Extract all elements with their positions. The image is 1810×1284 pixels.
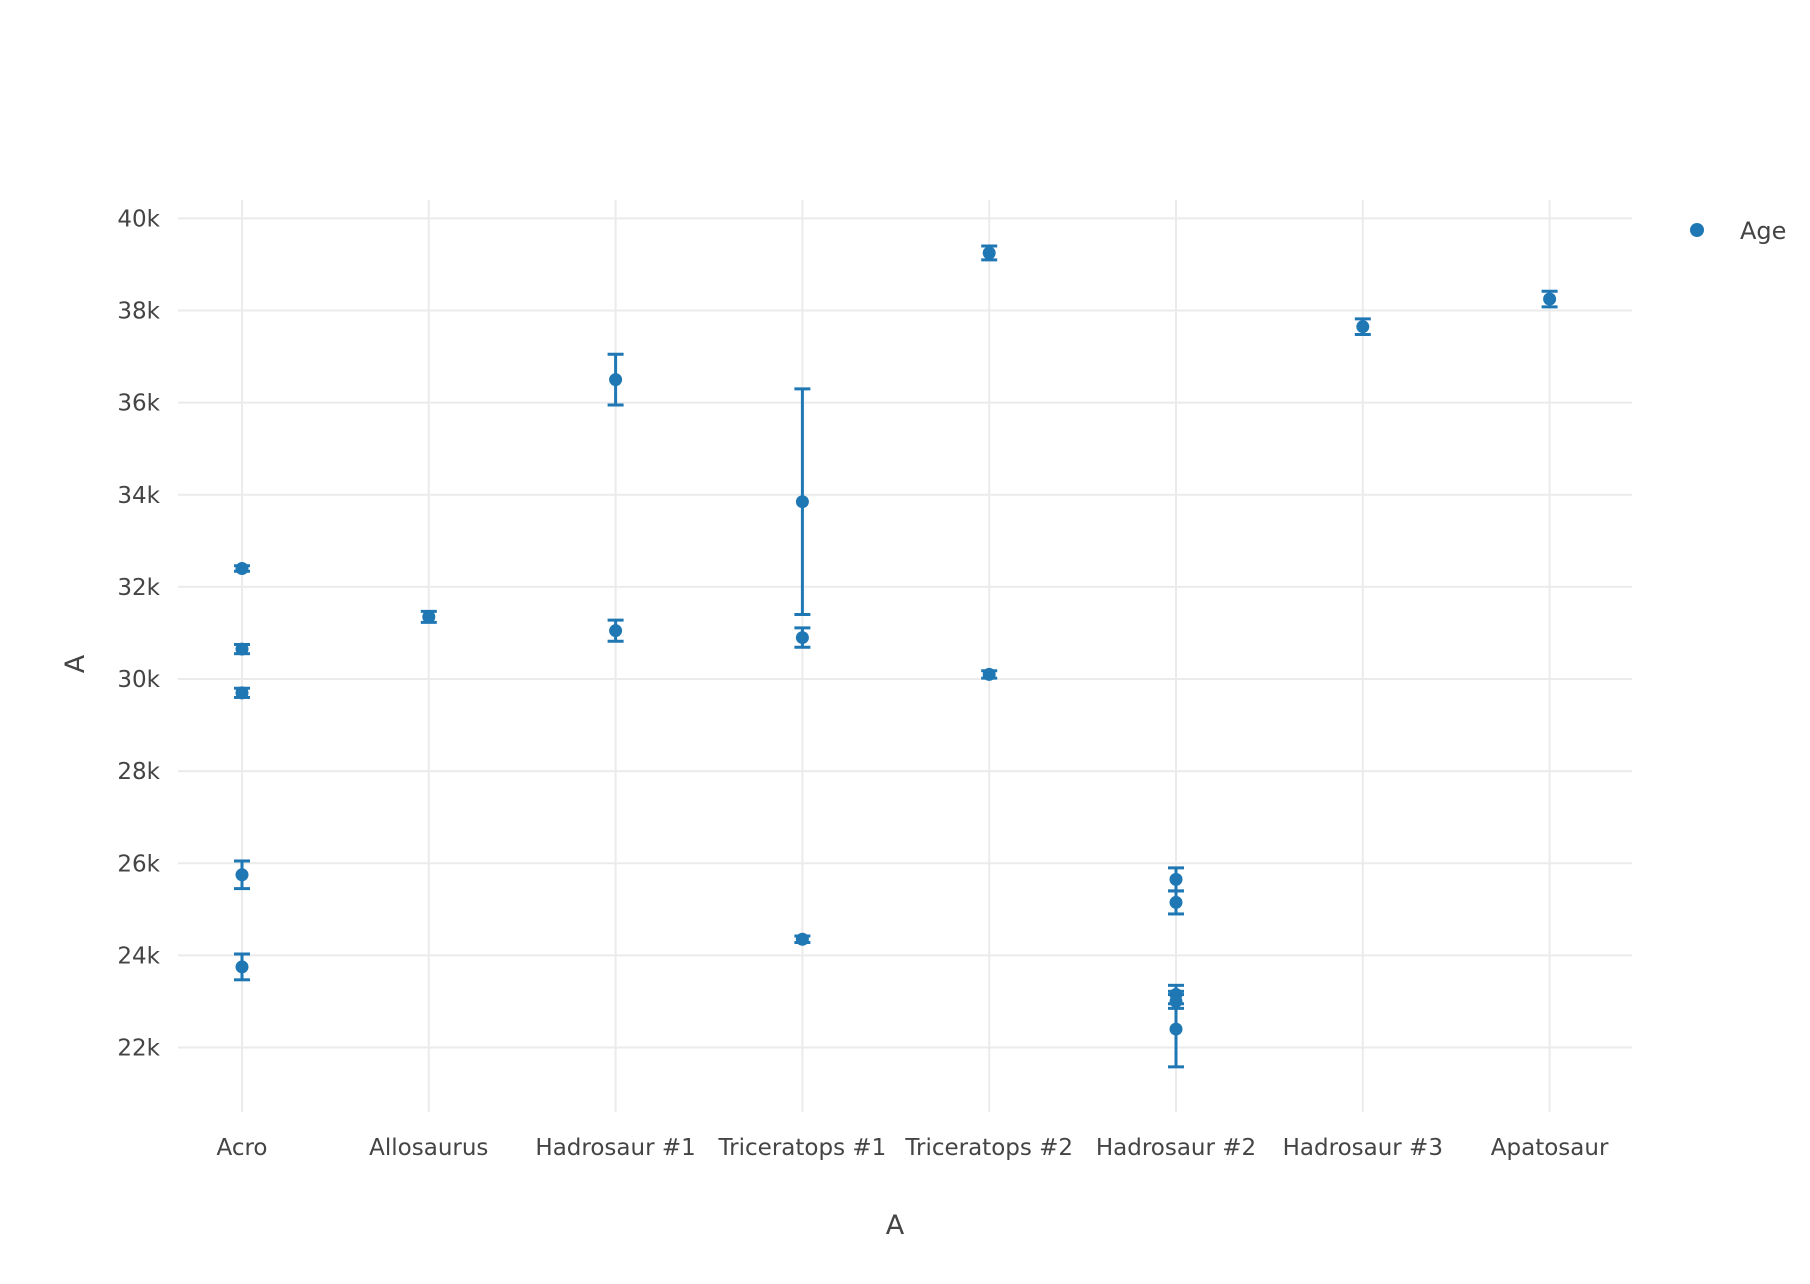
data-point: [235, 642, 249, 656]
data-point-group: [234, 952, 250, 982]
data-point-group: [607, 352, 624, 407]
y-tick-label: 38k: [117, 299, 160, 325]
data-point: [235, 686, 249, 700]
data-point-group: [981, 667, 998, 681]
data-point: [235, 561, 249, 575]
data-point-group: [234, 561, 250, 575]
x-axis-ticks: Acro Allosaurus Hadrosaur #1 Triceratops #1…: [217, 1135, 1609, 1161]
x-tick-label: Acro: [217, 1135, 268, 1161]
y-tick-label: 30k: [117, 667, 160, 693]
data-point: [422, 610, 436, 624]
y-tick-label: 40k: [117, 206, 160, 232]
data-point-group: [794, 626, 811, 649]
grid: [178, 200, 1632, 1112]
x-tick-label: Triceratops #1: [718, 1135, 887, 1161]
x-tick-label: Hadrosaur #1: [535, 1135, 695, 1161]
data-point: [1169, 872, 1183, 886]
data-point: [235, 960, 249, 974]
data-point: [609, 624, 623, 638]
legend-label-age: Age: [1740, 217, 1786, 245]
data-point: [795, 932, 809, 946]
data-point: [795, 495, 809, 509]
data-point: [235, 868, 249, 882]
data-point-group: [234, 642, 250, 656]
data-point: [1169, 1022, 1183, 1036]
x-tick-label: Hadrosaur #2: [1096, 1135, 1256, 1161]
data-point: [1356, 320, 1370, 334]
data-point: [1169, 895, 1183, 909]
data-point: [609, 373, 623, 387]
data-point-group: [1354, 317, 1371, 336]
data-point-group: [981, 244, 998, 262]
y-tick-label: 36k: [117, 391, 160, 417]
x-tick-label: Hadrosaur #3: [1283, 1135, 1443, 1161]
y-axis-ticks: 22k 24k 26k 28k 30k 32k 34k 36k 38k 40k: [117, 206, 160, 1061]
y-tick-label: 26k: [117, 851, 160, 877]
data-point-group: [607, 618, 624, 643]
data-point: [1543, 292, 1557, 306]
data-point: [982, 246, 996, 260]
x-tick-label: Triceratops #2: [904, 1135, 1073, 1161]
data-point-group: [794, 387, 811, 617]
data-point-group: [1541, 289, 1558, 309]
y-axis-title: A: [60, 654, 91, 673]
x-axis-title: A: [886, 1210, 905, 1241]
y-tick-label: 32k: [117, 575, 160, 601]
data-point-group: [234, 859, 250, 891]
x-tick-label: Apatosaur: [1491, 1135, 1609, 1161]
y-tick-label: 28k: [117, 759, 160, 785]
data-point-group: [234, 686, 250, 700]
data-point: [982, 667, 996, 681]
legend[interactable]: Age: [1690, 217, 1786, 245]
y-tick-label: 34k: [117, 483, 160, 509]
legend-marker-age: [1690, 223, 1704, 237]
data-point-group: [1168, 989, 1184, 1069]
data-point-group: [420, 609, 437, 624]
y-tick-label: 24k: [117, 943, 160, 969]
data-points: [234, 244, 1558, 1069]
y-tick-label: 22k: [117, 1036, 160, 1062]
data-point-group: [794, 932, 811, 946]
data-point: [795, 631, 809, 645]
x-tick-label: Allosaurus: [369, 1135, 488, 1161]
data-point-group: [1168, 866, 1184, 893]
data-point-group: [1168, 889, 1184, 916]
